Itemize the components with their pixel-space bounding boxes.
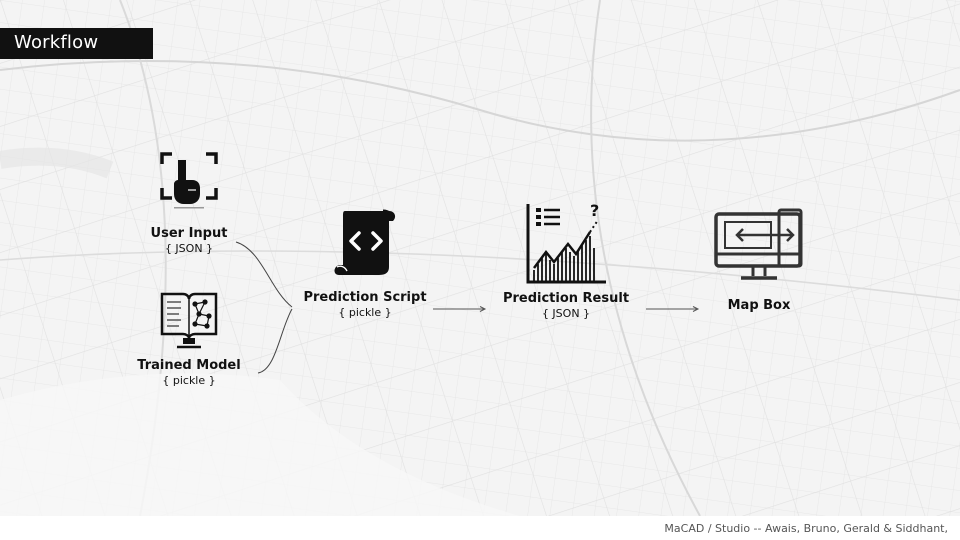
slide-title: Workflow (0, 28, 153, 59)
prediction-result-format: { JSON } (541, 307, 591, 320)
node-trained-model: Trained Model { pickle } (128, 290, 250, 388)
prediction-script-format: { pickle } (338, 306, 392, 319)
svg-text:?: ? (590, 201, 599, 220)
node-map-box: Map Box (703, 208, 815, 314)
trained-model-label: Trained Model (137, 358, 241, 373)
prediction-script-label: Prediction Script (303, 290, 427, 305)
map-box-label: Map Box (727, 298, 791, 313)
book-network-icon (160, 292, 218, 349)
touch-gesture-icon (160, 152, 218, 209)
node-user-input: User Input { JSON } (130, 150, 248, 256)
monitor-arrows-icon (714, 208, 803, 280)
user-input-label: User Input (150, 226, 228, 241)
credit-text: MaCAD / Studio -- Awais, Bruno, Gerald &… (664, 522, 948, 535)
trained-model-format: { pickle } (162, 374, 216, 387)
chart-question-icon: ? (526, 201, 606, 284)
map-background (0, 0, 960, 516)
code-scroll-icon (334, 209, 396, 275)
node-prediction-script: Prediction Script { pickle } (298, 207, 432, 320)
prediction-result-label: Prediction Result (502, 291, 630, 306)
user-input-format: { JSON } (164, 242, 214, 255)
node-prediction-result: ? Prediction Result { JSON } (498, 200, 634, 321)
footer-band (0, 516, 960, 540)
